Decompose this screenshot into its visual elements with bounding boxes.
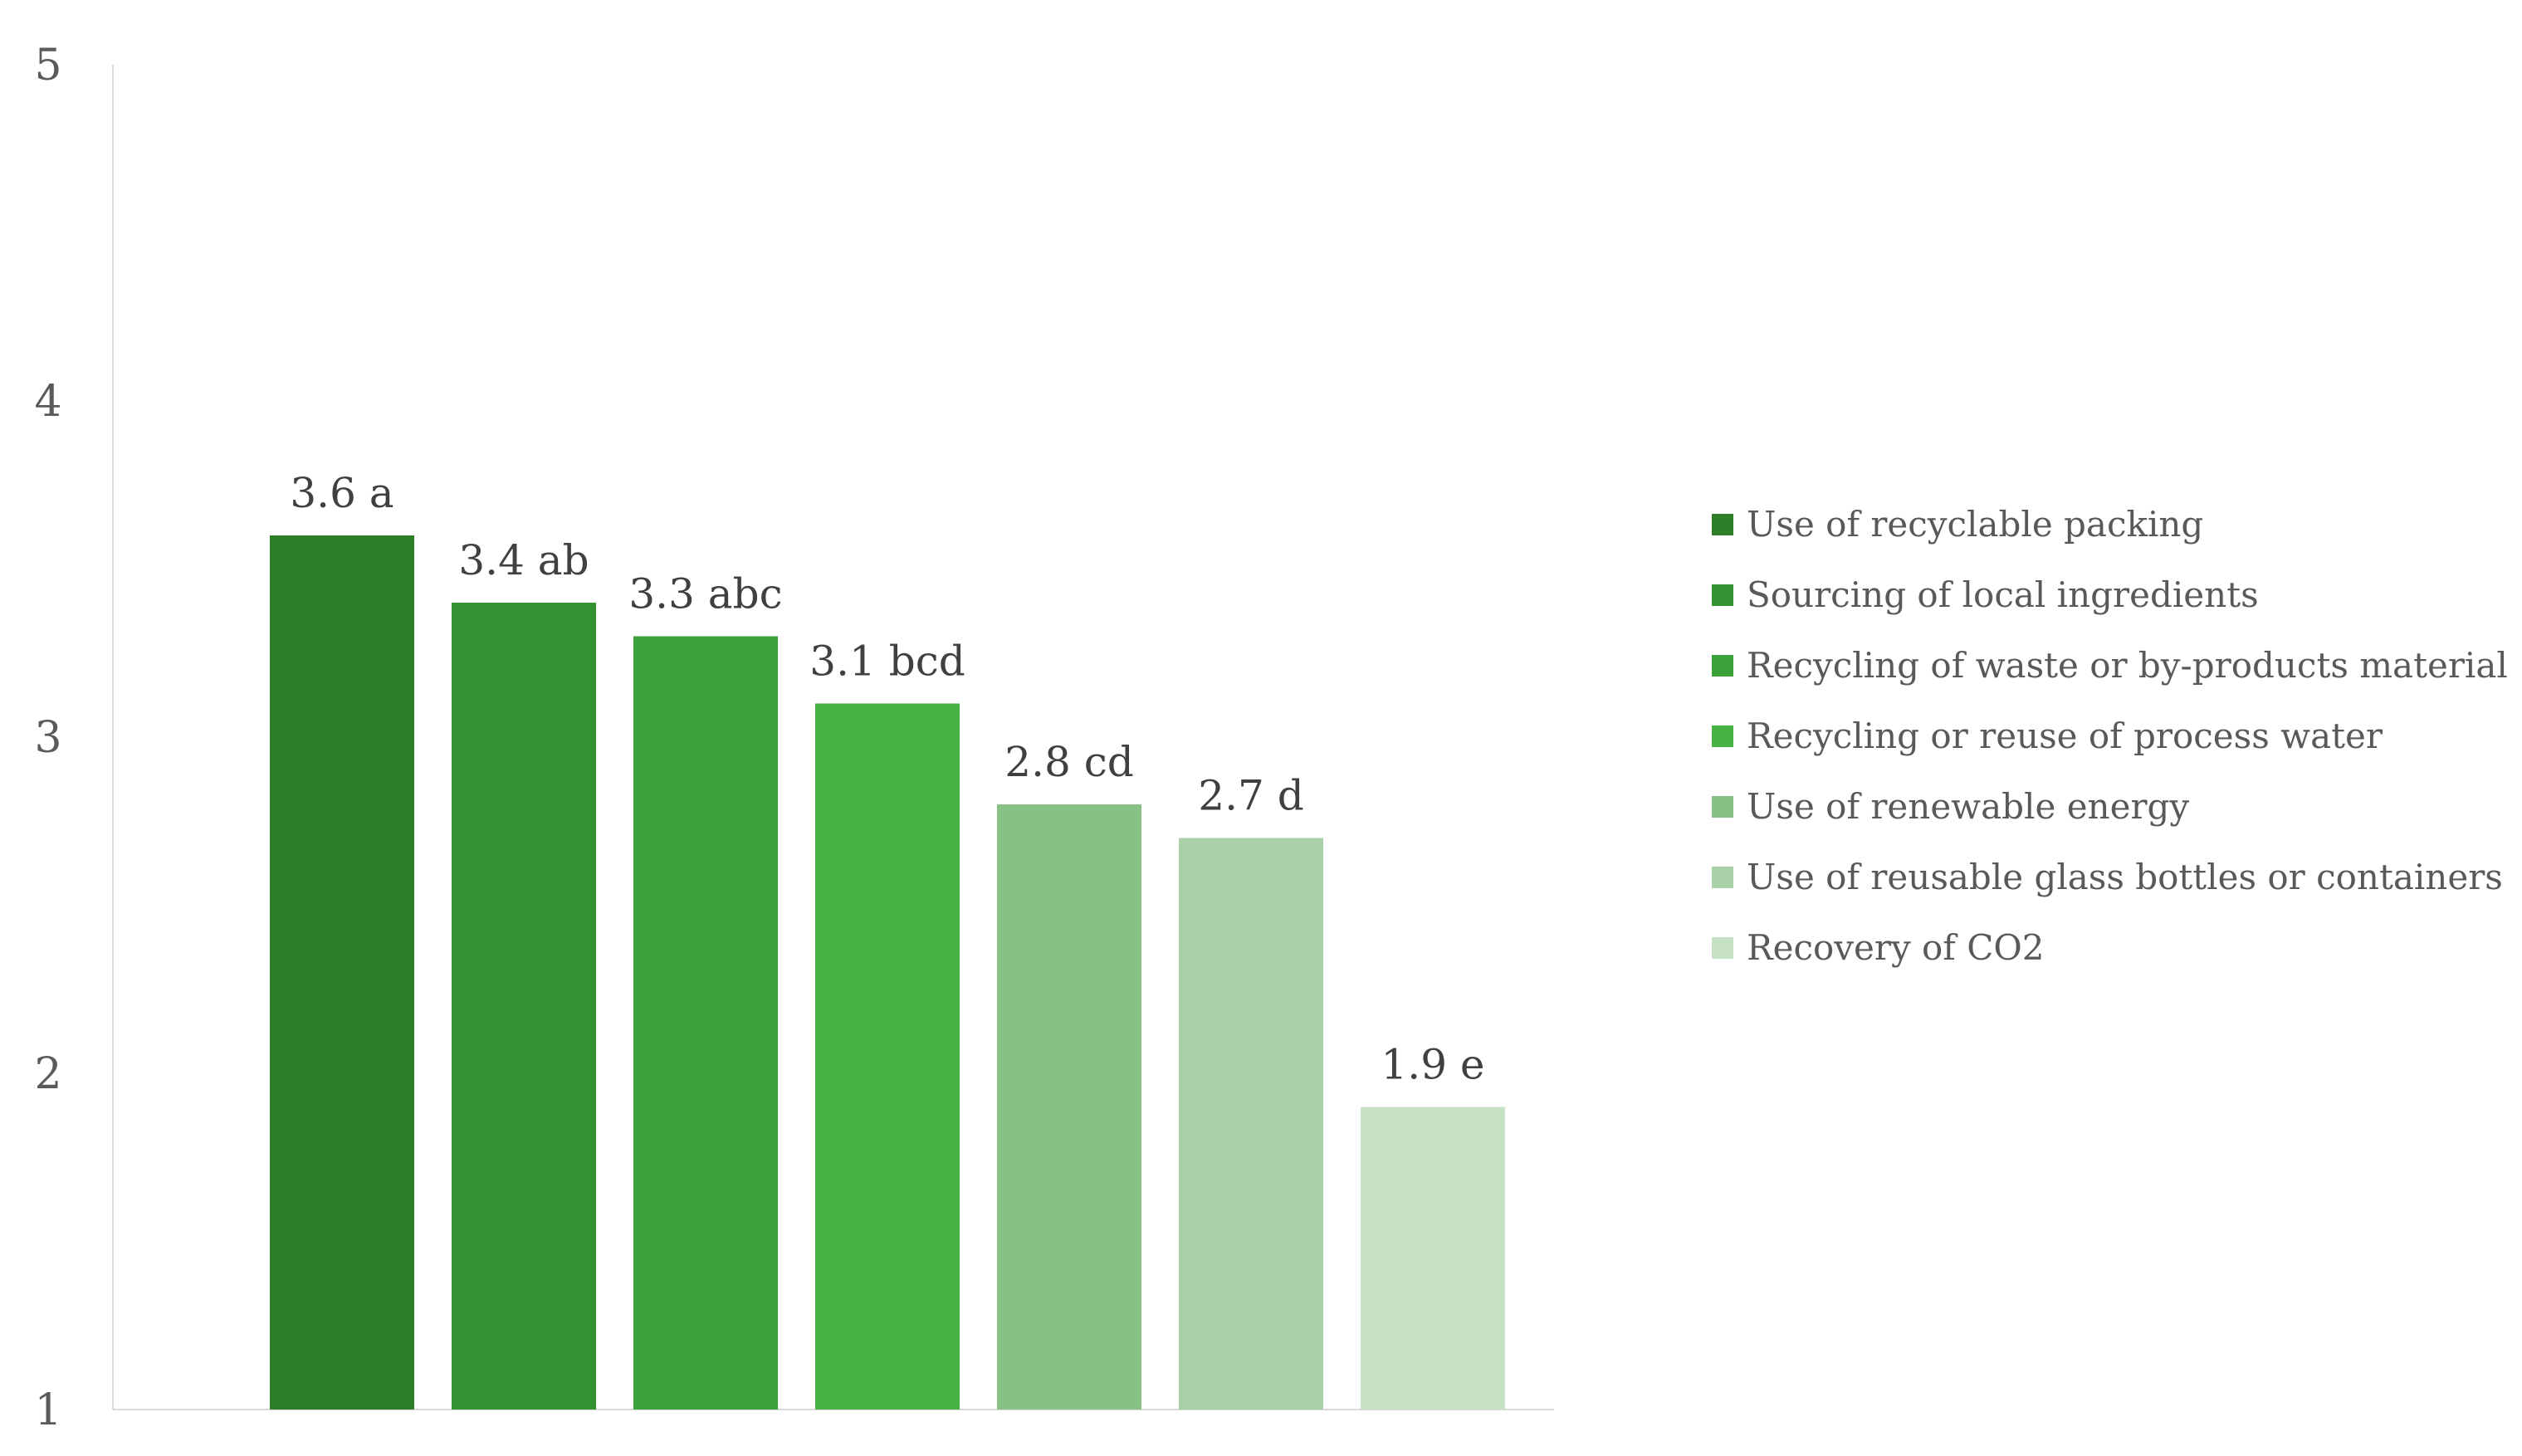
bars	[270, 535, 1505, 1410]
y-tick-label: 5	[34, 41, 61, 90]
legend-entry-label: Use of reusable glass bottles or contain…	[1747, 857, 2503, 897]
y-axis: 1 2 3 4 5	[34, 41, 1554, 1435]
legend-swatch	[1712, 937, 1733, 959]
bar	[452, 603, 596, 1410]
legend-swatch	[1712, 514, 1733, 535]
bar	[997, 804, 1141, 1410]
bar	[270, 535, 414, 1410]
legend-swatch	[1712, 796, 1733, 818]
data-labels: 3.6 a 3.4 ab 3.3 abc 3.1 bcd 2.8 cd 2.7 d 1.9 …	[290, 469, 1484, 1089]
data-label: 3.4 ab	[458, 536, 589, 584]
legend-swatch	[1712, 655, 1733, 677]
legend-swatch	[1712, 726, 1733, 747]
bar	[1179, 838, 1323, 1410]
bar	[815, 703, 960, 1410]
bar	[633, 636, 778, 1410]
y-tick-label: 1	[34, 1385, 61, 1435]
legend: Use of recyclable packing Sourcing of loc…	[1712, 504, 2508, 968]
y-tick-label: 3	[34, 713, 61, 763]
legend-swatch	[1712, 867, 1733, 888]
legend-entry-label: Sourcing of local ingredients	[1747, 574, 2259, 615]
data-label: 3.6 a	[290, 469, 393, 517]
data-label: 2.7 d	[1198, 772, 1303, 820]
y-tick-label: 4	[34, 377, 61, 427]
y-tick-label: 2	[34, 1049, 61, 1099]
bar	[1361, 1107, 1505, 1410]
legend-swatch	[1712, 584, 1733, 606]
data-label: 3.1 bcd	[809, 638, 965, 686]
legend-entry-label: Recycling or reuse of process water	[1747, 716, 2383, 756]
legend-entry-label: Use of recyclable packing	[1747, 504, 2203, 545]
data-label: 2.8 cd	[1004, 738, 1133, 786]
data-label: 3.3 abc	[628, 570, 782, 618]
data-label: 1.9 e	[1381, 1041, 1485, 1089]
legend-entry-label: Use of renewable energy	[1747, 786, 2189, 827]
legend-entry-label: Recycling of waste or by-products materi…	[1747, 645, 2508, 686]
legend-entry-label: Recovery of CO2	[1747, 927, 2045, 968]
